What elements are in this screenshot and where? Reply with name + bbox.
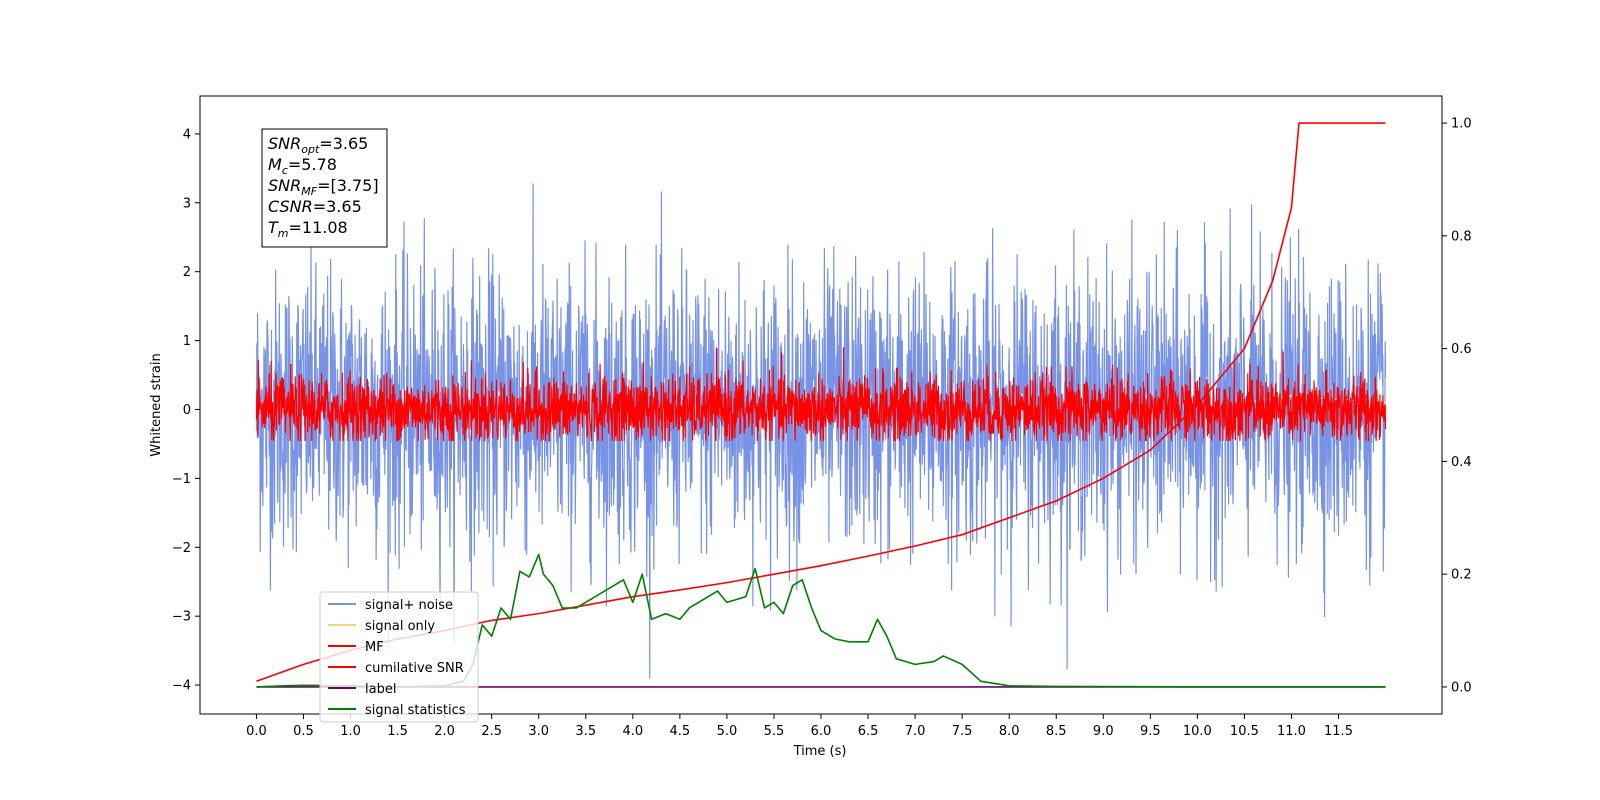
annotation-value: =3.65	[319, 134, 368, 153]
annotation-symbol: SNR	[268, 134, 301, 153]
y-tick-label: −3	[172, 610, 191, 625]
y-tick-label: −2	[172, 541, 191, 556]
x-tick-label: 11.0	[1277, 724, 1306, 739]
x-tick-label: 1.5	[387, 724, 408, 739]
series-mf	[255, 347, 1387, 442]
x-tick-label: 1.0	[340, 724, 361, 739]
y2-tick-label: 0.8	[1451, 229, 1472, 244]
x-tick-label: 4.5	[670, 724, 691, 739]
annotation-subscript: m	[278, 227, 289, 240]
x-tick-label: 7.5	[952, 724, 973, 739]
x-tick-label: 9.5	[1140, 724, 1161, 739]
x-tick-label: 8.0	[999, 724, 1020, 739]
y-tick-label: 0	[183, 403, 191, 418]
y2-tick-label: 0.6	[1451, 342, 1472, 357]
x-tick-label: 3.0	[528, 724, 549, 739]
y-tick-label: 4	[183, 127, 191, 142]
legend: signal+ noise signal only MF cumilative SNR…	[319, 591, 479, 723]
y2-tick-label: 1.0	[1451, 117, 1472, 132]
axes-layer: 0.0 0.5 1.0 1.5 2.0 2.5 3.0 3.5 4.0 4.5 5.0 5.5 6.0 6…	[172, 117, 1472, 739]
annotation-subscript: c	[282, 164, 288, 177]
annotation-frame	[261, 128, 388, 248]
series-signal-statistics	[256, 553, 1386, 688]
legend-entry-label: cumilative SNR	[365, 661, 464, 676]
annotation-line: Mc=5.78	[268, 155, 337, 177]
x-tick-label: 10.5	[1230, 724, 1259, 739]
x-tick-label: 5.5	[764, 724, 785, 739]
x-tick-label: 0.0	[246, 724, 267, 739]
y-tick-label: −1	[172, 472, 191, 487]
x-tick-label: 7.0	[905, 724, 926, 739]
legend-entry-label: signal+ noise	[365, 598, 453, 613]
x-tick-label: 11.5	[1324, 724, 1353, 739]
y2-tick-label: 0.4	[1451, 455, 1472, 470]
legend-entry-label: MF	[365, 640, 384, 655]
legend-entry-label: signal only	[365, 619, 435, 634]
y2-tick-label: 0.0	[1451, 680, 1472, 695]
x-tick-label: 3.5	[575, 724, 596, 739]
annotation-subscript: MF	[301, 185, 317, 198]
x-tick-label: 4.0	[622, 724, 643, 739]
annotation-value: =11.08	[289, 218, 348, 237]
x-tick-label: 9.0	[1093, 724, 1114, 739]
annotation-line: SNRopt=3.65	[268, 134, 368, 156]
annotation-symbol: M	[268, 155, 282, 174]
y-axis-label: Whitened strain	[149, 353, 164, 456]
x-tick-label: 2.0	[434, 724, 455, 739]
annotation-value: =5.78	[288, 155, 337, 174]
y-tick-label: 3	[183, 196, 191, 211]
annotation-value: =3.65	[313, 197, 362, 216]
x-axis-label: Time (s)	[793, 744, 847, 759]
x-tick-label: 6.0	[811, 724, 832, 739]
x-tick-label: 0.5	[293, 724, 314, 739]
y-tick-label: 1	[183, 334, 191, 349]
legend-entry-label: signal statistics	[365, 703, 466, 718]
annotation-symbol: T	[268, 218, 279, 237]
annotation-value: =[3.75]	[317, 176, 379, 195]
y-tick-label: 2	[183, 265, 191, 280]
y2-tick-label: 0.2	[1451, 568, 1472, 583]
annotation-subscript: opt	[301, 143, 320, 156]
annotation-symbol: CSNR	[268, 197, 313, 216]
legend-frame	[319, 591, 479, 723]
legend-entry-label: label	[365, 682, 396, 697]
annotation-line: CSNR=3.65	[268, 197, 362, 216]
x-tick-label: 6.5	[858, 724, 879, 739]
annotation-box: SNRopt=3.65Mc=5.78SNRMF=[3.75]CSNR=3.65T…	[261, 128, 388, 248]
annotation-line: SNRMF=[3.75]	[268, 176, 379, 198]
x-tick-label: 10.0	[1183, 724, 1212, 739]
annotation-symbol: SNR	[268, 176, 301, 195]
y-tick-label: −4	[172, 679, 191, 694]
x-tick-label: 5.0	[717, 724, 738, 739]
x-tick-label: 2.5	[481, 724, 502, 739]
x-tick-label: 8.5	[1046, 724, 1067, 739]
annotation-line: Tm=11.08	[268, 218, 348, 240]
